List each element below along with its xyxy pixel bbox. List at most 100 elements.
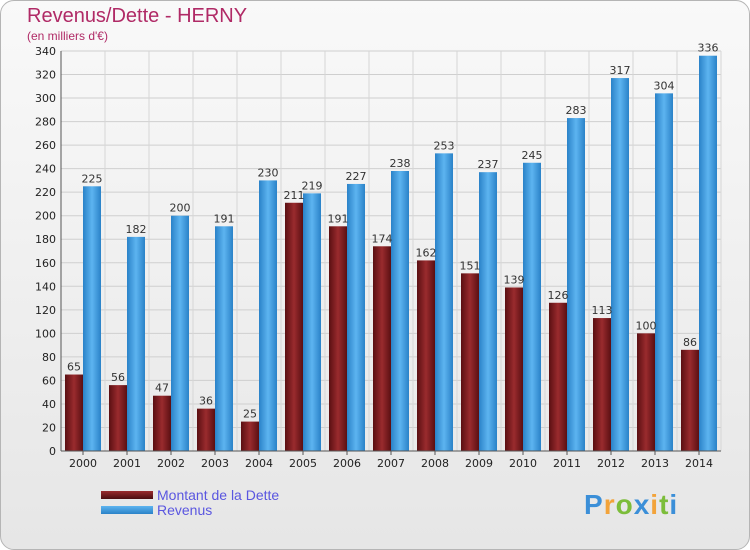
x-tick-label: 2005 [289, 457, 317, 470]
bar-debt [329, 226, 347, 451]
legend-label-revenue: Revenus [157, 501, 213, 518]
bar-revenue [523, 162, 541, 451]
x-tick-label: 2004 [245, 457, 273, 470]
data-label-revenue: 245 [522, 149, 543, 162]
y-tick-label: 280 [35, 116, 56, 129]
y-tick-label: 160 [35, 257, 56, 270]
y-tick-label: 260 [35, 139, 56, 152]
data-label-debt: 139 [504, 273, 525, 286]
y-tick-label: 180 [35, 233, 56, 246]
data-label-debt: 113 [592, 304, 613, 317]
x-tick-label: 2010 [509, 457, 537, 470]
data-label-revenue: 336 [698, 42, 719, 55]
data-label-debt: 211 [284, 189, 305, 202]
logo-letter: r [603, 489, 616, 520]
logo-letter: i [669, 489, 679, 520]
legend-swatch-revenue [101, 505, 153, 514]
chart-subtitle: (en milliers d'€) [27, 29, 108, 43]
x-tick-label: 2007 [377, 457, 405, 470]
y-tick-label: 60 [42, 374, 56, 387]
bar-revenue [479, 172, 497, 452]
bar-revenue [171, 215, 189, 451]
bar-revenue [391, 171, 409, 451]
legend-label-debt: Montant de la Dette [157, 486, 280, 503]
bar-revenue [127, 236, 145, 451]
y-tick-label: 320 [35, 69, 56, 82]
logo-letter: P [584, 489, 604, 520]
legend-item-revenue: Revenus [101, 501, 279, 518]
x-tick-label: 2011 [553, 457, 581, 470]
data-label-revenue: 283 [566, 104, 587, 117]
bar-debt [109, 385, 127, 451]
bar-revenue [611, 78, 629, 451]
y-tick-label: 220 [35, 186, 56, 199]
bar-debt [505, 287, 523, 451]
bar-debt [373, 246, 391, 451]
bar-debt [549, 302, 567, 451]
y-tick-label: 120 [35, 304, 56, 317]
x-tick-label: 2014 [685, 457, 713, 470]
bar-debt [65, 374, 83, 451]
bar-revenue [259, 180, 277, 452]
data-label-revenue: 219 [302, 179, 323, 192]
bar-revenue [215, 226, 233, 451]
legend-swatch-debt [101, 490, 153, 499]
data-label-revenue: 230 [258, 166, 279, 179]
data-label-revenue: 237 [478, 158, 499, 171]
bar-debt [417, 260, 435, 451]
bar-revenue [83, 186, 101, 451]
logo-letter: i [650, 489, 660, 520]
y-tick-label: 80 [42, 351, 56, 364]
data-label-revenue: 225 [82, 172, 103, 185]
x-tick-label: 2002 [157, 457, 185, 470]
x-tick-label: 2001 [113, 457, 141, 470]
data-label-debt: 86 [683, 336, 697, 349]
y-tick-label: 20 [42, 421, 56, 434]
data-label-revenue: 238 [390, 157, 411, 170]
data-label-revenue: 200 [170, 202, 191, 215]
bar-debt [153, 395, 171, 451]
data-label-debt: 126 [548, 289, 569, 302]
y-tick-label: 0 [49, 445, 56, 458]
data-label-debt: 47 [155, 382, 169, 395]
x-tick-label: 2013 [641, 457, 669, 470]
data-label-debt: 151 [460, 259, 481, 272]
data-label-debt: 191 [328, 212, 349, 225]
data-label-debt: 65 [67, 361, 81, 374]
y-tick-label: 100 [35, 327, 56, 340]
y-tick-label: 200 [35, 210, 56, 223]
legend: Montant de la Dette Revenus [101, 486, 280, 518]
bars-layer [65, 55, 717, 452]
y-tick-label: 340 [35, 45, 56, 58]
legend-item-debt: Montant de la Dette [101, 486, 280, 503]
bar-revenue [303, 193, 321, 451]
data-label-debt: 56 [111, 371, 125, 384]
data-label-debt: 174 [372, 232, 393, 245]
data-label-revenue: 182 [126, 223, 147, 236]
bar-revenue [347, 183, 365, 452]
x-tick-label: 2009 [465, 457, 493, 470]
x-tick-label: 2000 [69, 457, 97, 470]
bar-revenue [567, 118, 585, 451]
bar-debt [241, 421, 259, 451]
x-tick-label: 2008 [421, 457, 449, 470]
bar-debt [461, 273, 479, 451]
logo-letter: x [633, 489, 651, 520]
bar-debt [681, 349, 699, 451]
bar-revenue [435, 153, 453, 451]
y-tick-label: 40 [42, 398, 56, 411]
x-tick-label: 2012 [597, 457, 625, 470]
data-label-debt: 162 [416, 246, 437, 259]
data-label-revenue: 304 [654, 79, 675, 92]
data-label-debt: 36 [199, 395, 213, 408]
bar-debt [637, 333, 655, 451]
y-tick-label: 140 [35, 280, 56, 293]
bar-debt [197, 408, 215, 451]
x-tick-label: 2006 [333, 457, 361, 470]
y-tick-label: 300 [35, 92, 56, 105]
chart-title: Revenus/Dette - HERNY [27, 5, 248, 27]
axes-layer: 0 20 40 60 80 100 120 140 160 180 200 220 240 260 280 3… [35, 45, 721, 470]
